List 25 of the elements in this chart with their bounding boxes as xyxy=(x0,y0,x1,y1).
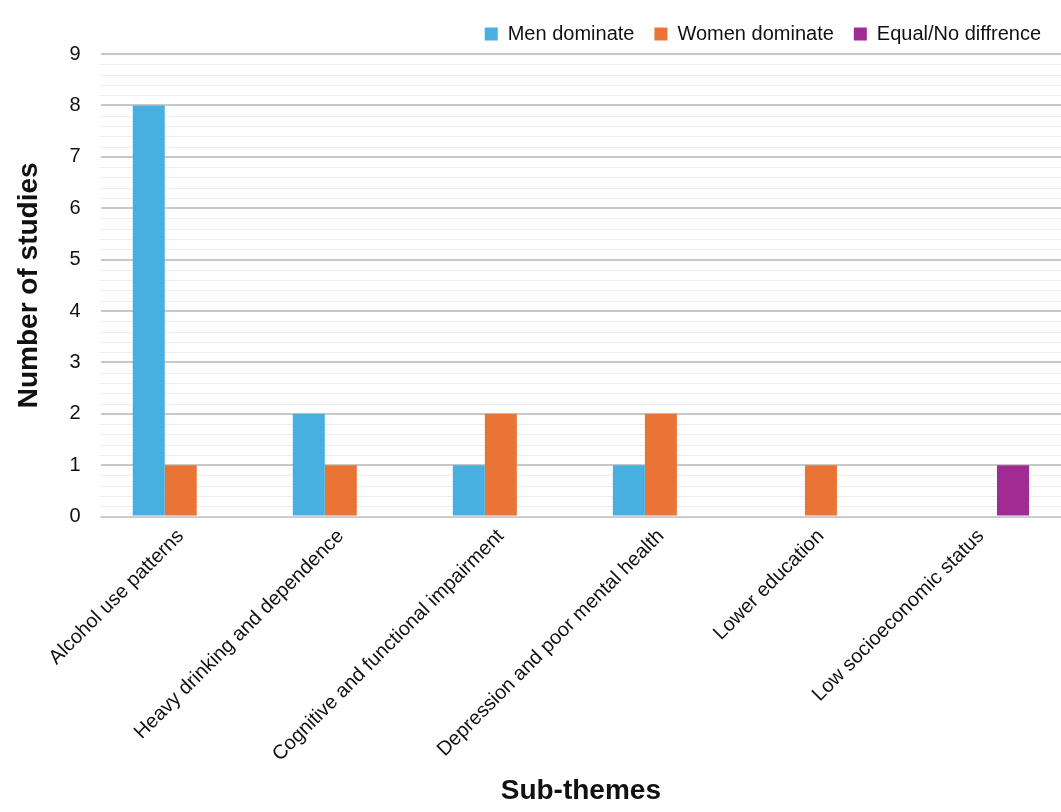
y-tick-label: 9 xyxy=(69,41,81,64)
y-tick-label: 2 xyxy=(69,401,81,424)
bar xyxy=(164,465,197,516)
y-tick-label: 1 xyxy=(69,452,81,475)
bar xyxy=(612,465,645,516)
bar xyxy=(804,465,837,516)
legend-label: Women dominate xyxy=(677,21,834,44)
y-tick-label: 8 xyxy=(69,92,81,115)
y-tick-label: 5 xyxy=(69,247,81,270)
bar xyxy=(484,413,517,516)
y-tick-label: 0 xyxy=(69,504,81,527)
bar xyxy=(644,413,677,516)
y-axis-title: Number of studies xyxy=(11,162,43,409)
legend-label: Men dominate xyxy=(507,21,635,44)
bar xyxy=(996,465,1029,516)
y-tick-label: 3 xyxy=(69,349,81,372)
x-axis-title: Sub-themes xyxy=(500,773,661,805)
bar xyxy=(292,413,325,516)
bar xyxy=(324,465,357,516)
y-tick-label: 4 xyxy=(69,298,81,321)
bar xyxy=(132,105,165,516)
y-tick-label: 6 xyxy=(69,195,81,218)
y-tick-label: 7 xyxy=(69,144,81,167)
legend-label: Equal/No diffrence xyxy=(876,21,1042,44)
bar xyxy=(452,465,485,516)
